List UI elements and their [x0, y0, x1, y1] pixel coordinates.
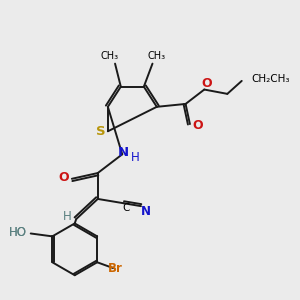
Text: N: N	[118, 146, 129, 158]
Text: CH₂CH₃: CH₂CH₃	[252, 74, 290, 85]
Text: S: S	[96, 125, 106, 138]
Text: CH₃: CH₃	[148, 51, 166, 62]
Text: C: C	[122, 203, 130, 213]
Text: N: N	[141, 206, 151, 218]
Text: H: H	[63, 210, 72, 223]
Text: CH₃: CH₃	[100, 51, 118, 62]
Text: O: O	[58, 171, 69, 184]
Text: HO: HO	[8, 226, 26, 238]
Text: O: O	[193, 119, 203, 132]
Text: O: O	[202, 77, 212, 90]
Text: HO: HO	[9, 226, 27, 239]
Text: H: H	[131, 151, 140, 164]
Text: Br: Br	[108, 262, 123, 275]
